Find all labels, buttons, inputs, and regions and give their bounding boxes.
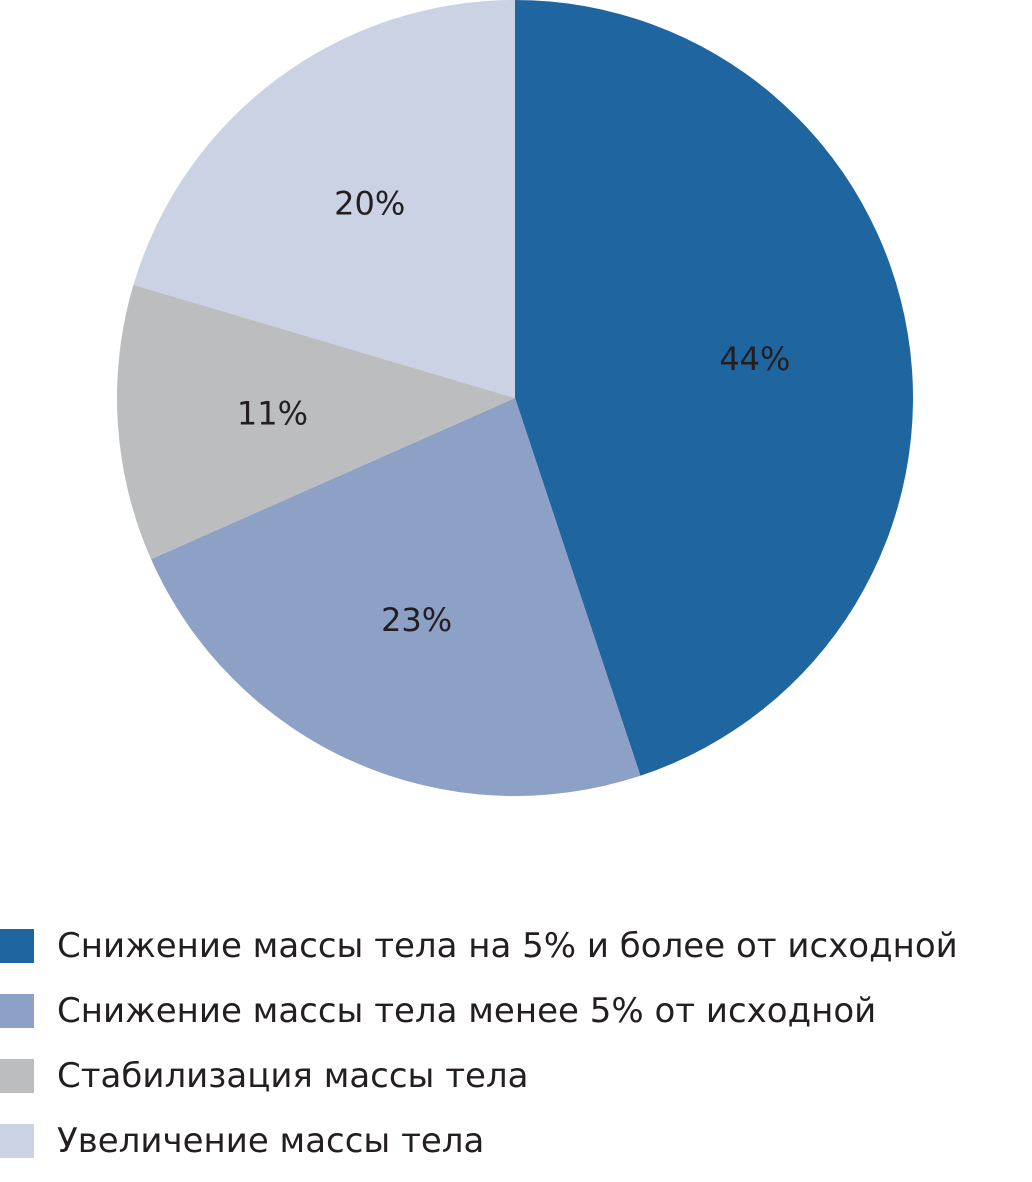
pie-slice-reduction-5-plus [515,0,913,776]
legend-label: Снижение массы тела менее 5% от исходной [57,991,877,1031]
legend-swatch [0,1124,34,1158]
pie-slice-label-increase: 20% [334,184,405,222]
legend: Снижение массы тела на 5% и более от исх… [0,922,1032,1182]
pie-slice-increase [133,0,515,398]
pie-slice-label-reduction-5-plus: 44% [719,340,790,378]
legend-label: Снижение массы тела на 5% и более от исх… [57,926,958,966]
legend-item-reduction-5-plus: Снижение массы тела на 5% и более от исх… [0,922,1032,987]
pie-slices [117,0,913,796]
legend-label: Стабилизация массы тела [57,1056,529,1096]
legend-swatch [0,929,34,963]
pie-slice-label-reduction-under-5: 23% [381,601,452,639]
pie-slice-labels: 44% 23% 11% 20% [237,184,791,639]
pie-slice-reduction-under-5 [151,398,641,796]
pie-chart: 44% 23% 11% 20% [117,0,913,796]
pie-slice-label-stabilization: 11% [237,395,308,433]
legend-swatch [0,1059,34,1093]
legend-label: Увеличение массы тела [57,1121,485,1161]
legend-item-increase: Увеличение массы тела [0,1117,1032,1182]
pie-slice-stabilization [117,284,516,560]
legend-item-reduction-under-5: Снижение массы тела менее 5% от исходной [0,987,1032,1052]
legend-item-stabilization: Стабилизация массы тела [0,1052,1032,1117]
legend-swatch [0,994,34,1028]
